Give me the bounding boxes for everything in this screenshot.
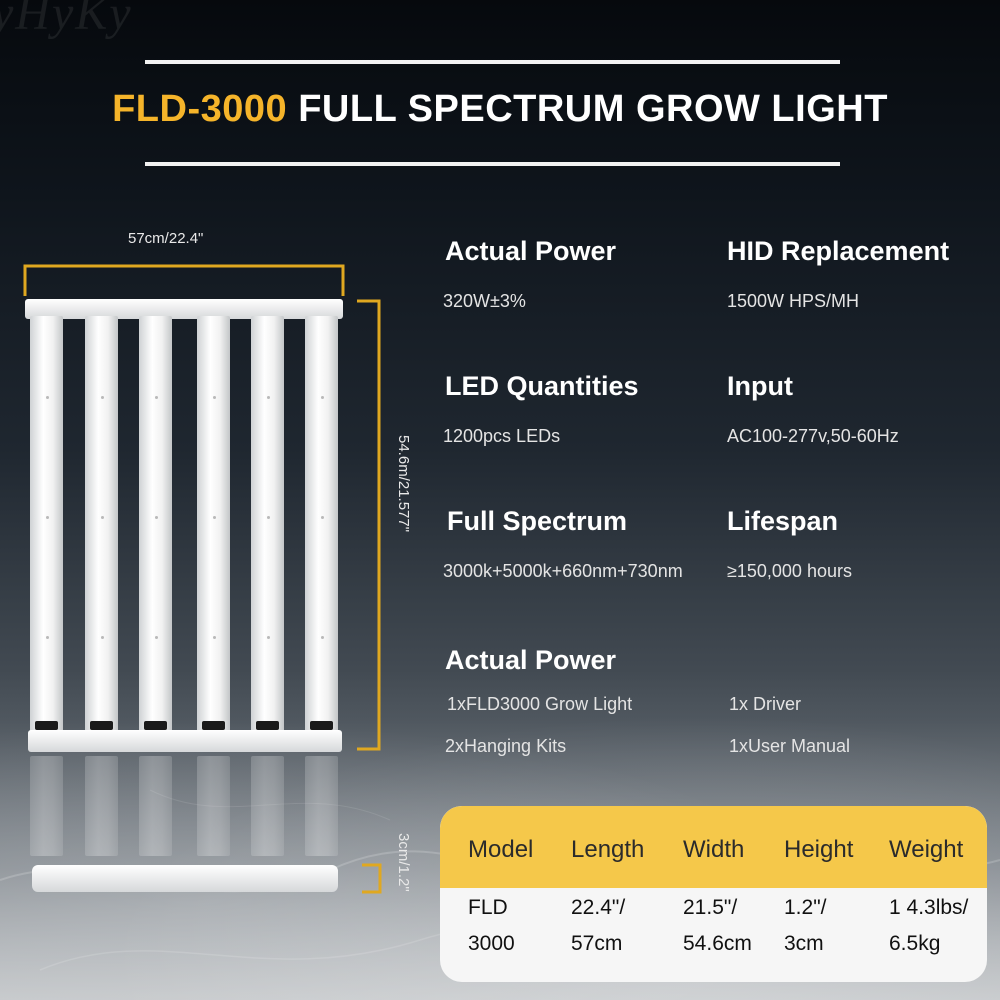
table-header-weight: Weight [889,836,964,863]
thickness-bracket [362,863,382,894]
spec-heading: Lifespan [727,506,839,536]
spec-value: 3000k+5000k+660nm+730nm [443,561,683,581]
table-header-length: Length [571,836,645,863]
spec-heading: Full Spectrum [447,506,628,536]
table-header-height: Height [784,836,854,863]
table-cell-weight-line1: 1 4.3lbs/ [889,896,969,919]
spec-table: Model Length Width Height Weight FLD 300… [440,806,987,982]
side-profile-bar [32,865,338,892]
title-model: FLD-3000 [112,88,288,130]
table-cell-width-line2: 54.6cm [683,932,752,955]
spec-value: 320W±3% [443,291,526,311]
package-heading: Actual Power [445,645,617,675]
table-cell-height-line2: 3cm [784,932,824,955]
width-dimension-label: 57cm/22.4" [128,230,204,247]
title-bottom-rule [145,162,840,166]
width-bracket [23,264,345,296]
spec-value: AC100-277v,50-60Hz [727,426,899,446]
length-dimension-label: 54.6m/21.577" [395,435,412,533]
led-bar-4 [197,316,230,734]
spec-value: 1500W HPS/MH [727,291,860,311]
bottom-rail [28,730,342,752]
length-bracket [357,299,381,751]
spec-heading: HID Replacement [727,236,950,266]
led-bar-6 [305,316,338,734]
table-header-width: Width [683,836,745,863]
table-header-model: Model [468,836,534,863]
package-item: 2xHanging Kits [445,736,567,756]
led-bar-2 [85,316,118,734]
spec-value: 1200pcs LEDs [443,426,561,446]
table-cell-weight-line2: 6.5kg [889,932,941,955]
table-cell-model-line1: FLD [468,896,508,919]
led-bar-5 [251,316,284,734]
thickness-dimension-label: 3cm/1.2" [395,833,412,892]
spec-heading: Actual Power [445,236,617,266]
watermark-text: yHyKy [0,0,133,40]
spec-heading: Input [727,371,793,401]
spec-value: ≥150,000 hours [727,561,852,581]
table-cell-length-line1: 22.4"/ [571,896,626,919]
page-title: FLD-3000 FULL SPECTRUM GROW LIGHT [0,88,1000,131]
title-text: FULL SPECTRUM GROW LIGHT [298,88,888,130]
table-header-row: Model Length Width Height Weight [440,806,987,888]
package-item: 1xUser Manual [729,736,851,756]
table-cell-height-line1: 1.2"/ [784,896,827,919]
package-item: 1x Driver [729,694,802,714]
package-item: 1xFLD3000 Grow Light [447,694,633,714]
led-bar-1 [30,316,63,734]
reflection [28,756,342,856]
table-cell-model-line2: 3000 [468,932,515,955]
table-cell-width-line1: 21.5"/ [683,896,738,919]
spec-heading: LED Quantities [445,371,639,401]
title-top-rule [145,60,840,64]
table-cell-length-line2: 57cm [571,932,623,955]
led-bar-3 [139,316,172,734]
top-rail [25,299,343,319]
